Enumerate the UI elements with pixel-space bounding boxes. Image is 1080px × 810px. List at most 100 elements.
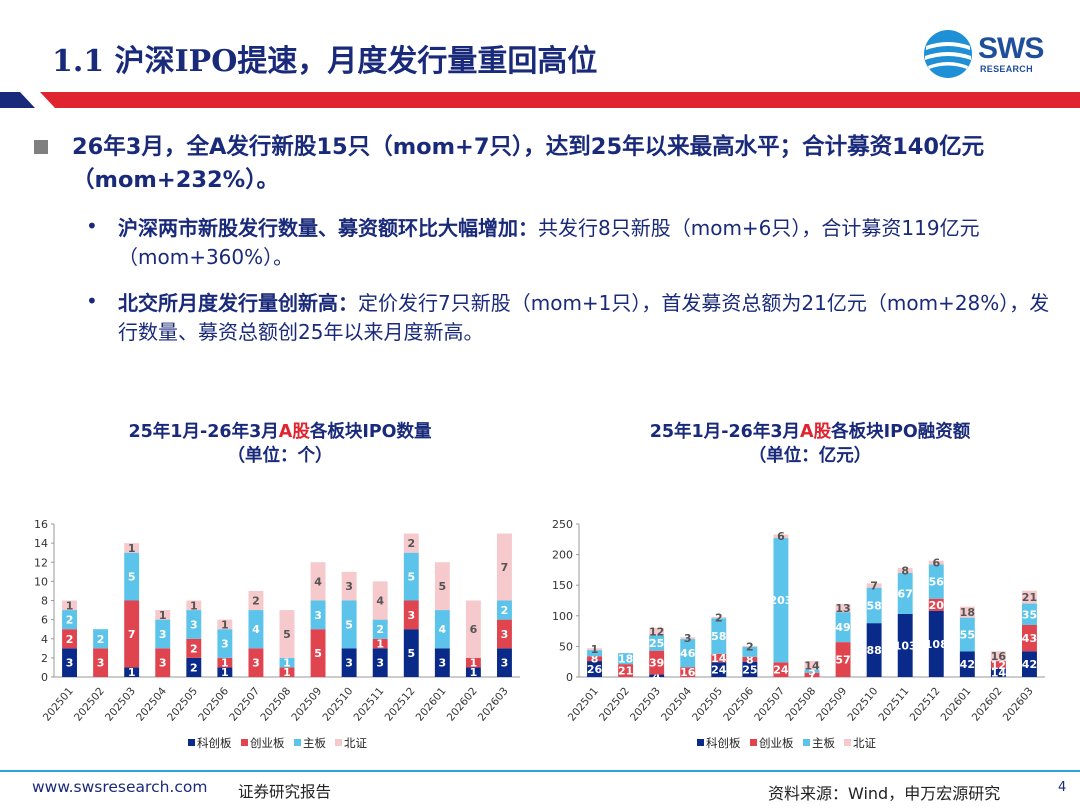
bar-segment [866, 583, 882, 588]
legend-label: 科创板 [706, 736, 741, 750]
x-tick-label: 202603 [476, 685, 511, 723]
bar-segment [124, 543, 140, 553]
bar-segment [434, 610, 450, 649]
bar-segment [465, 600, 481, 658]
legend-label: 北证 [853, 736, 876, 750]
bar-data-label: 2 [715, 612, 723, 625]
bar-data-label: 1 [190, 599, 198, 612]
x-tick-label: 202601 [414, 685, 449, 723]
bar-data-label: 2 [190, 642, 198, 655]
bar-data-label: 1 [221, 666, 229, 679]
bar-segment [341, 648, 357, 677]
bar-data-label: 103 [894, 639, 917, 652]
main-bullet-square [34, 140, 48, 154]
footer-website[interactable]: www.swsresearch.com [32, 778, 208, 796]
x-tick-label: 202505 [165, 685, 200, 723]
bar-segment [928, 598, 944, 611]
bar-segment [124, 667, 140, 677]
right-title-a: 25年1月-26年3月 [649, 422, 801, 442]
legend-swatch [294, 739, 301, 746]
x-tick-label: 202512 [908, 685, 943, 723]
bar-segment [959, 606, 975, 618]
x-tick-label: 202601 [939, 685, 974, 723]
bar-data-label: 14 [991, 667, 1007, 680]
bar-data-label: 6 [777, 530, 785, 543]
bar-segment [680, 639, 696, 668]
bar-data-label: 18 [618, 653, 633, 666]
legend-swatch [844, 739, 851, 746]
bar-data-label: 1 [128, 542, 136, 555]
legend-swatch [750, 739, 757, 746]
bar-data-label: 5 [407, 647, 415, 660]
bar-segment [372, 581, 388, 620]
bar-segment [959, 617, 975, 652]
bar-segment [62, 600, 77, 611]
bar-segment [835, 612, 851, 643]
x-tick-label: 202501 [566, 685, 601, 723]
bar-segment [186, 610, 202, 639]
bar-segment [587, 648, 602, 651]
bar-segment [897, 613, 913, 677]
bar-data-label: 1 [283, 657, 291, 670]
bar-data-label: 3 [684, 632, 692, 645]
bar-data-label: 5 [314, 647, 322, 660]
left-title-b: 各板块IPO数量 [309, 422, 432, 442]
footer-report-type: 证券研究报告 [238, 783, 332, 801]
legend-swatch [335, 739, 342, 746]
bar-data-label: 3 [345, 580, 353, 593]
bar-segment [497, 533, 512, 601]
bar-segment [497, 600, 512, 620]
sub-2-bold: 北交所月度发行量创新高： [118, 291, 358, 315]
footer-source: 资料来源：Wind，申万宏源研究 [768, 784, 1001, 803]
bar-segment [186, 638, 202, 658]
bar-data-label: 16 [680, 666, 696, 679]
y-tick-label: 100 [552, 610, 573, 623]
x-tick-label: 202510 [320, 685, 355, 723]
summary-main: 26年3月，全A发行新股15只（mom+7只），达到25年以来最高水平；合计募资… [72, 134, 985, 193]
right-unit: （单位：亿元） [748, 446, 872, 466]
bar-data-label: 108 [925, 638, 948, 651]
bar-data-label: 5 [439, 580, 447, 593]
ipo-amount-chart: 0501001502002502681202501211820250243925… [552, 518, 1045, 750]
bar-data-label: 24 [711, 664, 727, 677]
bar-segment [990, 651, 1006, 662]
bar-segment [372, 619, 388, 639]
bar-data-label: 2 [97, 633, 105, 646]
x-tick-label: 202507 [227, 685, 262, 723]
x-tick-label: 202505 [690, 685, 725, 723]
bar-data-label: 21 [1022, 591, 1037, 604]
ipo-count-chart: 0246810121416322120250132202502175120250… [34, 518, 520, 750]
bar-segment [680, 637, 696, 640]
bar-segment [742, 647, 758, 657]
bar-segment [835, 604, 851, 613]
bar-segment [248, 648, 264, 677]
bar-data-label: 20 [929, 599, 945, 612]
x-tick-label: 202507 [752, 685, 787, 723]
bar-segment [310, 562, 326, 601]
right-chart-title: 25年1月-26年3月A股各板块IPO融资额 （单位：亿元） [600, 420, 1020, 468]
bar-data-label: 21 [618, 665, 633, 678]
bar-data-label: 8 [901, 565, 909, 578]
bar-data-label: 4 [376, 595, 384, 608]
bar-segment [341, 600, 357, 649]
bar-segment [1022, 651, 1037, 677]
bar-data-label: 1 [470, 666, 478, 679]
bar-segment [497, 619, 512, 649]
y-tick-label: 14 [34, 537, 48, 550]
x-tick-label: 202503 [103, 685, 138, 723]
x-tick-label: 202506 [196, 685, 231, 724]
bar-segment [93, 629, 109, 649]
x-tick-label: 202602 [970, 685, 1005, 723]
bar-data-label: 1 [221, 657, 229, 670]
y-tick-label: 0 [566, 671, 573, 684]
bar-data-label: 5 [345, 618, 353, 631]
bar-data-label: 3 [159, 628, 167, 641]
summary-sub-2: 北交所月度发行量创新高：定价发行7只新股（mom+1只），首发募资总额为21亿元… [118, 289, 1053, 347]
bar-segment [587, 656, 602, 662]
bar-segment [835, 642, 851, 677]
bar-segment [1022, 590, 1037, 604]
bar-data-label: 56 [929, 576, 945, 589]
bar-segment [742, 645, 758, 648]
footer-divider [0, 770, 1080, 772]
sub-2-rest: 定价发行7只新股（mom+1只），首发募资总额为21亿元（mom+28%），发行… [118, 291, 1050, 344]
